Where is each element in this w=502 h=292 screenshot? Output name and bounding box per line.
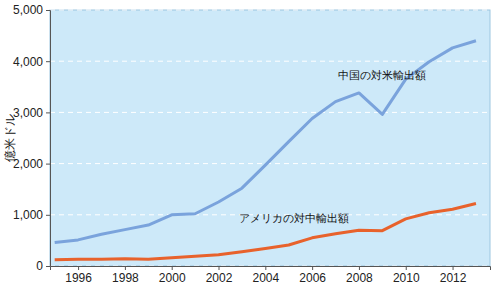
x-tick-mark: [453, 266, 454, 270]
series-line: [55, 204, 476, 260]
grid: [50, 10, 490, 266]
plot: 0 1,000 2,000 3,000 4,000 5,000 1996 1998 2000 20…: [13, 3, 491, 284]
x-axis-line: [51, 267, 491, 271]
x-tick: 1996: [65, 266, 92, 285]
x-tick: 2010: [393, 266, 420, 285]
x-axis: 1996 1998 2000 2002 2004 2006 2008 2010 2012: [51, 266, 491, 285]
y-tick: 1,000: [13, 208, 50, 222]
y-tick-mark: [46, 266, 50, 267]
x-tick-label: 2012: [440, 271, 467, 285]
grid-line: [50, 61, 490, 62]
grid-line: [50, 163, 490, 164]
x-tick-label: 2000: [159, 271, 186, 285]
y-tick-mark: [46, 10, 50, 11]
x-tick-mark: [219, 266, 220, 270]
x-tick: 2008: [346, 266, 373, 285]
y-tick: 3,000: [13, 106, 50, 120]
x-tick-label: 2008: [346, 271, 373, 285]
y-tick-label: 5,000: [13, 3, 43, 17]
chart: 0 1,000 2,000 3,000 4,000 5,000 1996 1998 2000 20…: [0, 0, 502, 292]
x-tick-mark: [78, 266, 79, 270]
x-tick-mark: [265, 266, 266, 270]
lines: [55, 41, 476, 260]
y-tick: 5,000: [13, 3, 50, 17]
x-tick-mark: [312, 266, 313, 270]
series-line: [55, 41, 476, 243]
y-tick-label: 2,000: [13, 157, 43, 171]
x-tick: 2004: [252, 266, 279, 285]
x-tick-label: 2010: [393, 271, 420, 285]
x-tick: 2012: [440, 266, 467, 285]
series-label: 中国の対米輸出額: [338, 69, 426, 82]
y-tick-label: 0: [36, 259, 43, 273]
x-tick-mark: [125, 266, 126, 270]
y-axis-title: 億米ドル: [3, 114, 17, 162]
y-axis-line: [46, 11, 51, 267]
y-tick-label: 4,000: [13, 55, 43, 69]
y-tick: 0: [36, 259, 50, 273]
x-tick-label: 1996: [65, 271, 92, 285]
x-tick-label: 2002: [206, 271, 233, 285]
x-tick-label: 1998: [112, 271, 139, 285]
x-tick: 2002: [206, 266, 233, 285]
y-axis: 0 1,000 2,000 3,000 4,000 5,000: [13, 3, 51, 273]
grid-line: [50, 112, 490, 113]
x-tick-mark: [406, 266, 407, 270]
y-tick-mark: [46, 164, 50, 165]
x-tick-mark: [359, 266, 360, 270]
y-tick: 4,000: [13, 55, 50, 69]
y-tick-label: 1,000: [13, 208, 43, 222]
y-tick-mark: [46, 61, 50, 62]
y-tick-mark: [46, 215, 50, 216]
x-tick-label: 2006: [299, 271, 326, 285]
y-tick: 2,000: [13, 157, 50, 171]
x-tick-mark: [172, 266, 173, 270]
x-tick: 1998: [112, 266, 139, 285]
y-tick-label: 3,000: [13, 106, 43, 120]
grid-line: [50, 10, 490, 11]
plot-background: [50, 10, 490, 266]
x-tick-label: 2004: [252, 271, 279, 285]
x-tick: 2006: [299, 266, 326, 285]
series-label: アメリカの対中輸出額: [239, 212, 349, 225]
y-tick-mark: [46, 112, 50, 113]
x-tick: 2000: [159, 266, 186, 285]
